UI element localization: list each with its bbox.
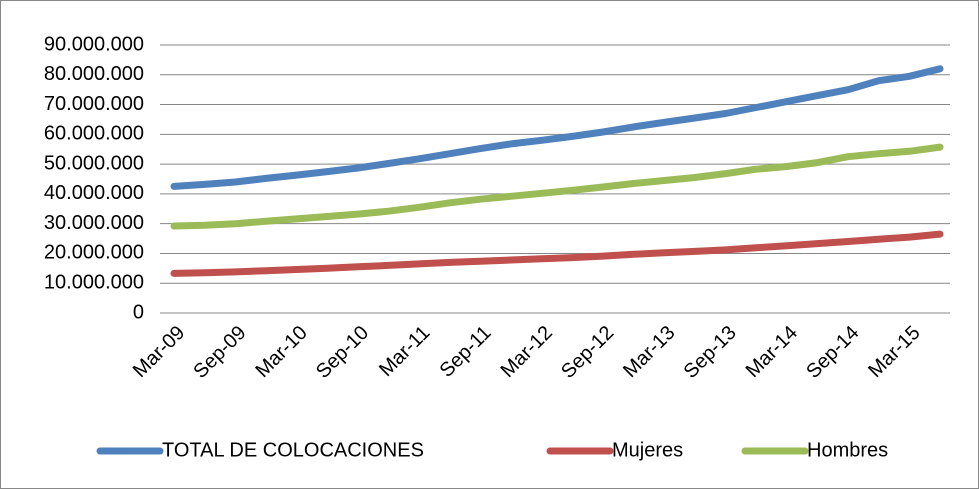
y-tick-label: 20.000.000	[44, 242, 144, 264]
legend-label: Mujeres	[612, 439, 683, 461]
legend-label: TOTAL DE COLOCACIONES	[162, 439, 424, 461]
y-tick-label: 60.000.000	[44, 123, 144, 145]
y-tick-label: 80.000.000	[44, 63, 144, 85]
y-tick-label: 30.000.000	[44, 212, 144, 234]
y-tick-label: 40.000.000	[44, 182, 144, 204]
y-tick-label: 0	[133, 301, 144, 323]
y-tick-label: 70.000.000	[44, 93, 144, 115]
series-line	[170, 65, 944, 190]
y-tick-label: 50.000.000	[44, 152, 144, 174]
y-tick-label: 10.000.000	[44, 272, 144, 294]
series-line	[170, 143, 944, 230]
y-tick-label: 90.000.000	[44, 33, 144, 55]
series-line	[170, 230, 944, 277]
legend-label: Hombres	[807, 439, 888, 461]
